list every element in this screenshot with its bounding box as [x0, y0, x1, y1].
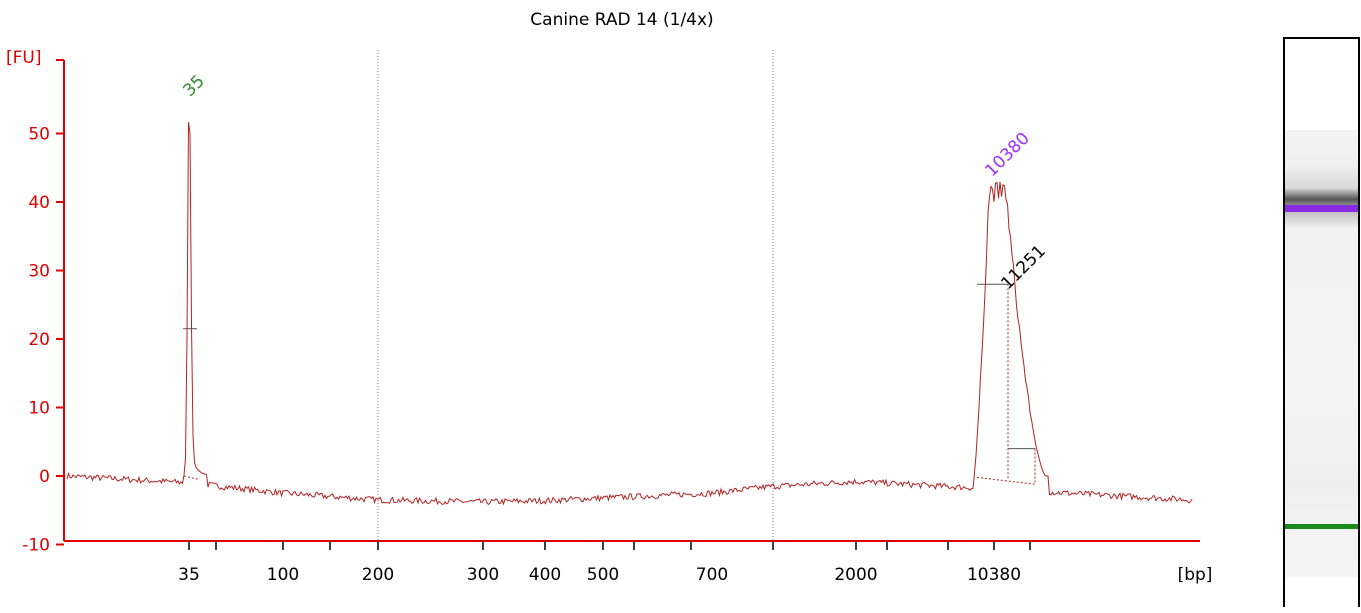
gel-background [1285, 130, 1358, 577]
gel-lane-image [1285, 130, 1358, 577]
x-axis-label: [bp] [1178, 565, 1213, 585]
gel-lane [1283, 37, 1360, 607]
x-tick-label: 300 [467, 565, 499, 585]
peak-label: 11251 [997, 241, 1049, 293]
y-tick-label: 0 [39, 467, 50, 487]
x-tick-label: 200 [362, 565, 394, 585]
chart-title: Canine RAD 14 (1/4x) [530, 10, 713, 30]
y-tick-label: 30 [28, 262, 50, 282]
lower-marker-band [1285, 524, 1358, 529]
y-tick-label: 20 [28, 330, 50, 350]
upper-marker-band [1285, 205, 1358, 212]
grid-lines [377, 50, 774, 541]
y-tick-label: 10 [28, 399, 50, 419]
y-axis-ticks: -10 0 10 20 30 40 50 [22, 59, 64, 556]
peak-label: 10380 [981, 129, 1033, 181]
peak-label: 35 [179, 71, 208, 100]
x-tick-label: 500 [587, 565, 619, 585]
peak-regions [183, 283, 1036, 485]
axes [63, 60, 1200, 542]
y-tick-label: 50 [28, 125, 50, 145]
y-tick-label: -10 [22, 536, 50, 556]
x-tick-label: 35 [178, 565, 200, 585]
x-tick-label: 10380 [967, 565, 1021, 585]
data-trace [66, 122, 1193, 506]
x-tick-label: 2000 [834, 565, 877, 585]
peak-baseline [183, 475, 200, 480]
region-baseline [976, 448, 1036, 485]
electropherogram-chart: Canine RAD 14 (1/4x) [FU] [bp] -10 0 10 20 3… [6, 10, 1213, 585]
x-tick-label: 400 [529, 565, 561, 585]
y-tick-label: 40 [28, 193, 50, 213]
x-tick-label: 700 [696, 565, 728, 585]
peak-labels: 35 10380 11251 [179, 71, 1049, 293]
y-axis-label: [FU] [6, 48, 42, 68]
x-tick-label: 100 [267, 565, 299, 585]
x-axis-ticks: 35 100 200 300 400 500 700 2000 10380 [178, 541, 1031, 585]
